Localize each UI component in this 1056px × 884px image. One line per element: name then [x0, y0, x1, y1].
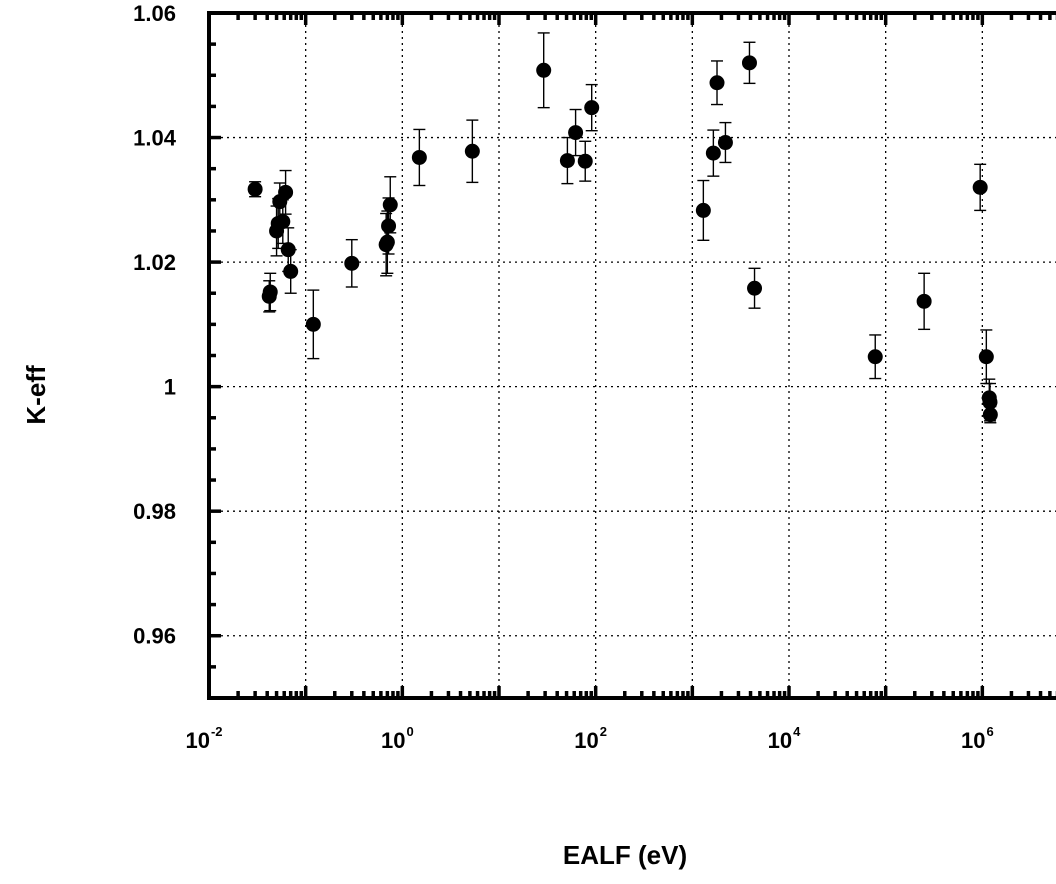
x-tick-label: 100 — [381, 724, 414, 753]
data-point — [464, 143, 480, 159]
y-tick-label: 0.98 — [133, 499, 176, 524]
data-point — [916, 293, 932, 309]
y-tick-label: 0.96 — [133, 624, 176, 649]
y-tick-label: 1.04 — [133, 126, 177, 151]
data-point — [278, 184, 294, 200]
data-point — [978, 349, 994, 365]
grid-lines — [209, 13, 1056, 698]
data-point — [982, 407, 998, 423]
data-point — [381, 218, 397, 234]
x-axis-title: EALF (eV) — [563, 840, 687, 870]
data-point — [280, 242, 296, 258]
data-point — [247, 181, 263, 197]
x-tick-labels: 10-2 100 102 104 106 — [185, 724, 993, 753]
data-point — [695, 202, 711, 218]
data-point — [379, 234, 395, 250]
y-tick-labels: 0.96 0.98 1 1.02 1.04 1.06 — [133, 1, 177, 649]
data-point — [972, 179, 988, 195]
data-point — [717, 135, 733, 151]
data-point — [536, 62, 552, 78]
x-tick-label: 10-2 — [185, 724, 222, 753]
data-point — [568, 125, 584, 141]
x-tick-label: 104 — [768, 724, 801, 753]
data-point — [559, 153, 575, 169]
error-bars — [249, 32, 997, 424]
x-tick-label: 106 — [961, 724, 994, 753]
data-point — [411, 149, 427, 165]
data-point — [382, 197, 398, 213]
data-point — [262, 284, 278, 300]
data-point — [275, 214, 291, 230]
data-point — [867, 349, 883, 365]
data-point — [344, 255, 360, 271]
data-point — [982, 394, 998, 410]
y-tick-label: 1.02 — [133, 250, 176, 275]
data-point — [584, 100, 600, 116]
y-axis-title: K-eff — [21, 365, 51, 425]
data-point — [577, 153, 593, 169]
data-point — [747, 280, 763, 296]
data-point — [741, 55, 757, 71]
y-tick-label: 1 — [164, 375, 176, 400]
plot-frame — [207, 11, 1056, 700]
data-point — [305, 316, 321, 332]
data-point — [283, 263, 299, 279]
y-tick-label: 1.06 — [133, 1, 176, 26]
axis-ticks — [207, 11, 1056, 700]
data-points — [247, 55, 998, 423]
data-point — [705, 145, 721, 161]
data-point — [709, 75, 725, 91]
x-tick-label: 102 — [574, 724, 607, 753]
